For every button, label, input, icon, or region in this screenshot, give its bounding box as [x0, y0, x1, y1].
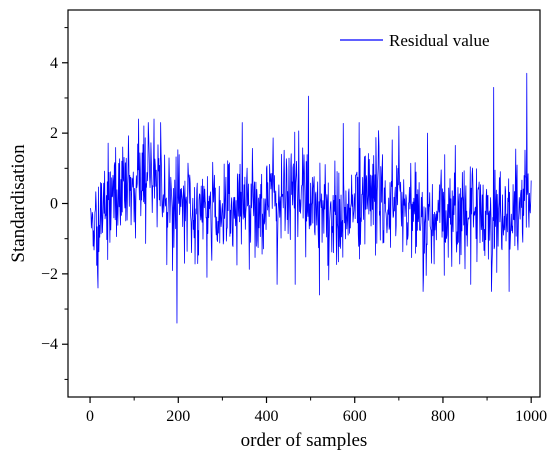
x-tick-label: 1000 — [515, 408, 547, 425]
y-tick-label: 2 — [50, 125, 58, 142]
plot-frame — [67, 9, 541, 398]
series-line-residual-value — [90, 72, 532, 324]
x-axis-title: order of samples — [241, 430, 368, 451]
legend: Residual value — [340, 31, 490, 50]
y-tick-label: −4 — [41, 336, 58, 353]
tick-marks: 0 200 400 600 800 1000 −4 −2 0 2 4 — [41, 27, 547, 425]
y-tick-label: 0 — [50, 196, 58, 213]
y-tick-label: 4 — [50, 55, 58, 72]
x-tick-label: 200 — [166, 408, 190, 425]
x-tick-label: 0 — [86, 408, 94, 425]
y-axis-title: Standardisation — [8, 144, 29, 263]
y-tick-label: −2 — [41, 266, 58, 283]
x-tick-label: 800 — [431, 408, 455, 425]
axes-box — [67, 9, 541, 398]
legend-label: Residual value — [389, 31, 490, 50]
x-tick-label: 400 — [255, 408, 279, 425]
plot-area — [90, 72, 532, 324]
x-tick-label: 600 — [343, 408, 367, 425]
